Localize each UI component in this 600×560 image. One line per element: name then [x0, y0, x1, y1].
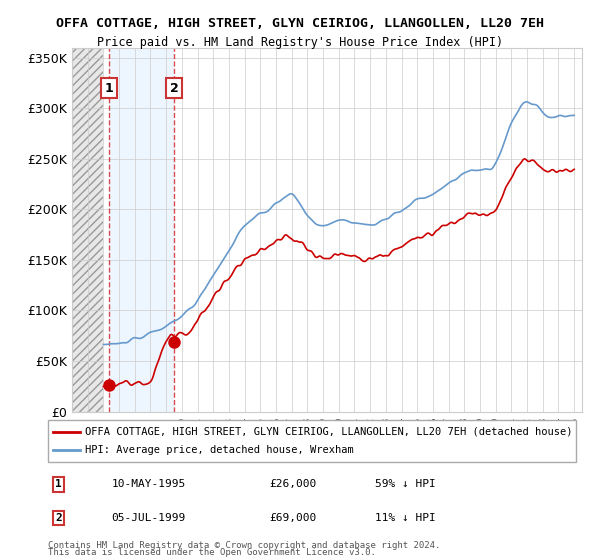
Text: 1: 1: [55, 479, 62, 489]
Text: 2: 2: [55, 513, 62, 523]
Text: Price paid vs. HM Land Registry's House Price Index (HPI): Price paid vs. HM Land Registry's House …: [97, 36, 503, 49]
Text: £69,000: £69,000: [270, 513, 317, 523]
Bar: [72, 48, 103, 412]
Bar: [109, 48, 174, 412]
Text: This data is licensed under the Open Government Licence v3.0.: This data is licensed under the Open Gov…: [48, 548, 376, 557]
Text: 2: 2: [170, 82, 179, 95]
Text: HPI: Average price, detached house, Wrexham: HPI: Average price, detached house, Wrex…: [85, 445, 354, 455]
Text: OFFA COTTAGE, HIGH STREET, GLYN CEIRIOG, LLANGOLLEN, LL20 7EH: OFFA COTTAGE, HIGH STREET, GLYN CEIRIOG,…: [56, 17, 544, 30]
Text: 59% ↓ HPI: 59% ↓ HPI: [376, 479, 436, 489]
Text: £26,000: £26,000: [270, 479, 317, 489]
Text: 11% ↓ HPI: 11% ↓ HPI: [376, 513, 436, 523]
Text: 10-MAY-1995: 10-MAY-1995: [112, 479, 185, 489]
Text: Contains HM Land Registry data © Crown copyright and database right 2024.: Contains HM Land Registry data © Crown c…: [48, 541, 440, 550]
Text: 05-JUL-1999: 05-JUL-1999: [112, 513, 185, 523]
FancyBboxPatch shape: [48, 420, 576, 462]
Text: 1: 1: [104, 82, 113, 95]
Text: OFFA COTTAGE, HIGH STREET, GLYN CEIRIOG, LLANGOLLEN, LL20 7EH (detached house): OFFA COTTAGE, HIGH STREET, GLYN CEIRIOG,…: [85, 427, 572, 437]
